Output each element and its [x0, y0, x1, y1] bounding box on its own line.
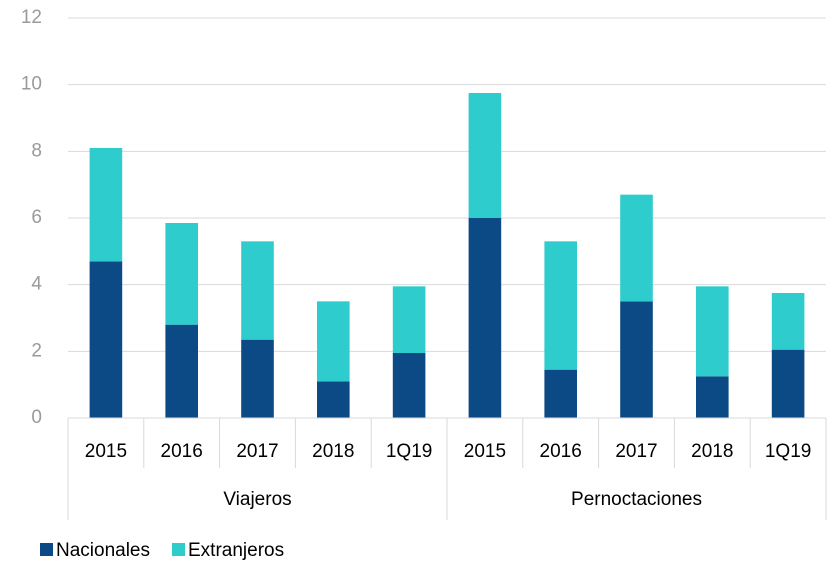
bar-segment	[317, 381, 350, 418]
y-tick-label: 4	[31, 274, 42, 295]
y-tick-label: 12	[21, 7, 42, 28]
legend-swatch	[172, 543, 185, 556]
bar-segment	[241, 339, 274, 418]
bar-segment	[544, 241, 577, 370]
legend-label: Nacionales	[56, 540, 150, 561]
y-tick-label: 6	[31, 207, 42, 228]
bar-segment	[771, 349, 805, 418]
bar-segment	[392, 353, 426, 418]
group-label: Pernoctaciones	[571, 489, 702, 510]
legend-label: Extranjeros	[188, 540, 284, 561]
bar-segment	[241, 241, 274, 340]
bar-segment	[544, 369, 577, 418]
x-tick-label: 2017	[615, 441, 657, 462]
y-tick-label: 0	[31, 407, 42, 428]
y-tick-label: 8	[31, 140, 42, 161]
legend-swatch	[40, 543, 53, 556]
x-tick-label: 1Q19	[386, 441, 432, 462]
bar-segment	[468, 218, 502, 418]
bar-segment	[89, 148, 123, 262]
x-tick-label: 2017	[236, 441, 278, 462]
x-tick-label: 2016	[540, 441, 582, 462]
x-tick-label: 2015	[85, 441, 127, 462]
bar-segment	[165, 324, 198, 418]
x-tick-label: 2015	[464, 441, 506, 462]
x-tick-label: 1Q19	[765, 441, 811, 462]
bar-segment	[468, 93, 502, 218]
y-tick-label: 2	[31, 340, 42, 361]
bar-segment	[620, 301, 653, 418]
bar-segment	[696, 376, 729, 418]
bar-segment	[696, 286, 729, 377]
x-tick-label: 2016	[161, 441, 203, 462]
bar-segment	[165, 223, 198, 325]
bar-segment	[89, 261, 123, 418]
bar-segment	[317, 301, 350, 382]
bar-segment	[392, 286, 426, 353]
x-tick-label: 2018	[691, 441, 733, 462]
x-tick-label: 2018	[312, 441, 354, 462]
bar-segment	[620, 194, 653, 302]
bar-segment	[771, 293, 805, 350]
y-tick-label: 10	[21, 74, 42, 95]
group-label: Viajeros	[223, 489, 291, 510]
